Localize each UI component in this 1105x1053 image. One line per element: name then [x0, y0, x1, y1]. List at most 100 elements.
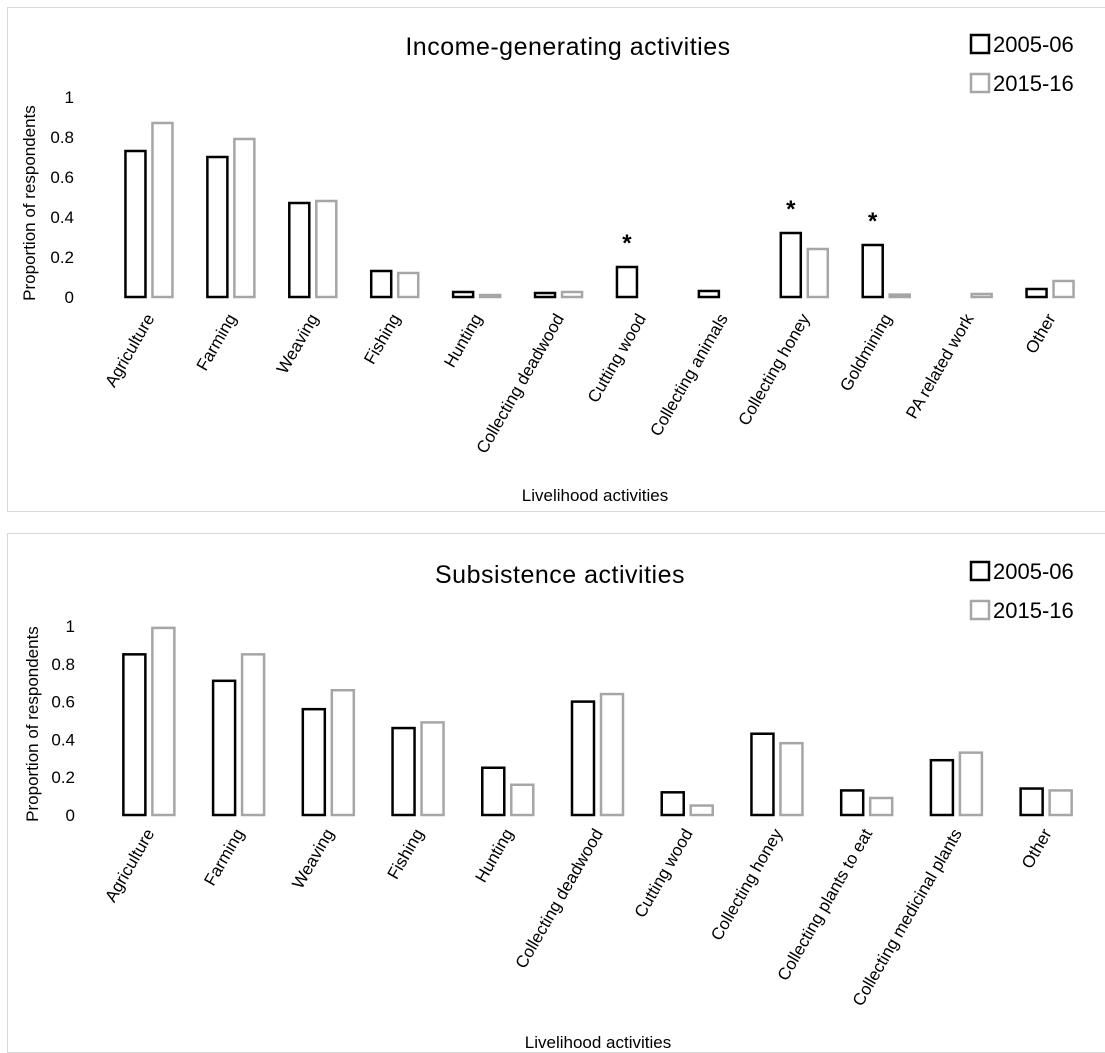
- significance-marker: *: [868, 208, 878, 235]
- x-tick-label: Collecting plants to eat: [774, 825, 877, 984]
- y-axis: 0 0.2 0.4 0.6 0.8 1: [51, 617, 75, 825]
- x-tick-label: Fishing: [384, 826, 428, 883]
- y-tick-label: 0.4: [51, 730, 75, 749]
- x-tick-label: Collecting medicinal plants: [849, 826, 966, 1010]
- bar-2015-16-collecting-honey: [806, 247, 830, 299]
- x-tick-label: Collecting honey: [734, 310, 814, 429]
- bar-2005-06-other: [1019, 787, 1044, 817]
- bars: [124, 121, 1075, 299]
- legend-swatch-2005: [969, 560, 991, 582]
- y-tick-label: 0.2: [51, 768, 75, 787]
- y-axis-title: Proportion of respondents: [23, 626, 42, 822]
- y-tick-label: 0.6: [50, 168, 74, 187]
- x-tick-label: Hunting: [440, 311, 486, 371]
- bar-2005-06-weaving: [301, 707, 327, 817]
- x-tick-label: Fishing: [360, 311, 404, 368]
- bar-2005-06-other: [1025, 287, 1048, 299]
- bar-2015-16-collecting-honey: [779, 741, 804, 817]
- bar-2005-06-farming: [211, 679, 237, 817]
- bar-2015-16-agriculture: [151, 626, 176, 817]
- x-axis-title: Livelihood activities: [522, 486, 668, 505]
- bar-2005-06-collecting-animals: [697, 289, 721, 299]
- x-tick-label: Goldmining: [836, 311, 895, 395]
- legend-label-2005: 2005-06: [993, 559, 1074, 584]
- y-tick-label: 0.8: [51, 655, 75, 674]
- x-tick-label: PA related work: [902, 310, 978, 422]
- x-tick-label: Agriculture: [101, 311, 158, 391]
- x-axis: Agriculture Farming Weaving Fishing HuntingC…: [101, 310, 1059, 457]
- bar-2005-06-hunting: [451, 290, 475, 299]
- significance-marker: *: [786, 196, 796, 223]
- income-chart: Income-generating activities 2005-06 201…: [20, 32, 1075, 505]
- bar-2015-16-hunting: [510, 783, 535, 817]
- bar-2005-06-collecting-medicinal-plants: [929, 758, 955, 817]
- bar-2015-16-fishing: [396, 271, 420, 299]
- bar-2005-06-fishing: [369, 269, 393, 299]
- y-tick-label: 0.4: [50, 208, 74, 227]
- y-tick-label: 0.2: [50, 248, 74, 267]
- x-tick-label: Agriculture: [101, 826, 158, 906]
- bars: [122, 626, 1073, 817]
- chart-title: Income-generating activities: [405, 33, 730, 61]
- bar-2015-16-agriculture: [151, 121, 174, 299]
- significance-marker: *: [622, 230, 632, 257]
- x-tick-label: Cutting wood: [631, 826, 697, 921]
- annotations: * * *: [622, 196, 878, 257]
- legend-swatch-2005: [969, 33, 991, 55]
- bar-2005-06-agriculture: [122, 653, 147, 817]
- bar-2015-16-goldmining: [888, 293, 911, 299]
- income-chart-panel: Income-generating activities 2005-06 201…: [7, 7, 1105, 512]
- y-tick-label: 0.6: [51, 693, 75, 712]
- legend-swatch-2015: [969, 72, 991, 94]
- x-tick-label: Farming: [200, 826, 248, 890]
- bar-2005-06-collecting-plants-to-eat: [839, 789, 865, 817]
- bar-2015-16-fishing: [420, 721, 445, 817]
- x-tick-label: Hunting: [471, 826, 517, 886]
- subsistence-chart: Subsistence activities 2005-06 2015-16 P…: [23, 559, 1074, 1052]
- x-tick-label: Other: [1018, 825, 1056, 872]
- bar-2015-16-other: [1048, 789, 1073, 817]
- bar-2005-06-fishing: [391, 726, 416, 817]
- x-tick-label: Weaving: [288, 826, 337, 893]
- subsistence-chart-panel: Subsistence activities 2005-06 2015-16 P…: [7, 533, 1105, 1053]
- bar-2015-16-other: [1052, 279, 1075, 299]
- x-tick-label: Collecting deadwood: [473, 311, 568, 457]
- bar-2005-06-collecting-deadwood: [533, 291, 557, 299]
- bar-2015-16-collecting-medicinal-plants: [958, 751, 984, 817]
- x-tick-label: Collecting deadwood: [512, 826, 607, 972]
- legend-label-2015: 2015-16: [993, 598, 1074, 623]
- bar-2015-16-collecting-deadwood: [560, 290, 584, 299]
- y-tick-label: 1: [65, 88, 74, 107]
- x-tick-label: Other: [1022, 310, 1060, 357]
- bar-2015-16-hunting: [478, 293, 502, 299]
- bar-2015-16-collecting-plants-to-eat: [868, 796, 894, 817]
- bar-2015-16-pa-related-work: [970, 292, 993, 299]
- y-tick-label: 0.8: [50, 128, 74, 147]
- x-tick-label: Farming: [193, 311, 241, 375]
- bar-2015-16-collecting-deadwood: [599, 692, 625, 817]
- x-tick-label: Weaving: [273, 311, 322, 378]
- x-axis-title: Livelihood activities: [525, 1033, 671, 1052]
- bar-2015-16-weaving: [315, 199, 338, 299]
- bar-2015-16-farming: [240, 653, 266, 817]
- bar-2005-06-weaving: [288, 201, 311, 299]
- y-tick-label: 1: [66, 617, 75, 636]
- x-axis: Agriculture Farming Weaving Fishing HuntingC…: [101, 825, 1056, 1009]
- bar-2005-06-goldmining: [861, 243, 884, 299]
- legend-label-2015: 2015-16: [993, 71, 1074, 96]
- x-tick-label: Cutting wood: [584, 311, 650, 406]
- bar-2005-06-cutting-wood: [615, 265, 639, 299]
- y-tick-label: 0: [66, 806, 75, 825]
- x-tick-label: Collecting honey: [707, 825, 787, 944]
- y-axis-title: Proportion of respondents: [20, 105, 39, 301]
- bar-2015-16-weaving: [330, 689, 356, 817]
- bar-2005-06-collecting-deadwood: [570, 700, 596, 817]
- bar-2005-06-hunting: [481, 766, 506, 817]
- bar-2005-06-agriculture: [124, 149, 147, 299]
- bar-2005-06-farming: [206, 155, 229, 299]
- y-axis: 0 0.2 0.4 0.6 0.8 1: [50, 88, 74, 307]
- x-tick-label: Collecting animals: [646, 311, 731, 440]
- bar-2015-16-cutting-wood: [689, 804, 714, 817]
- chart-title: Subsistence activities: [435, 561, 685, 589]
- legend-swatch-2015: [969, 599, 991, 621]
